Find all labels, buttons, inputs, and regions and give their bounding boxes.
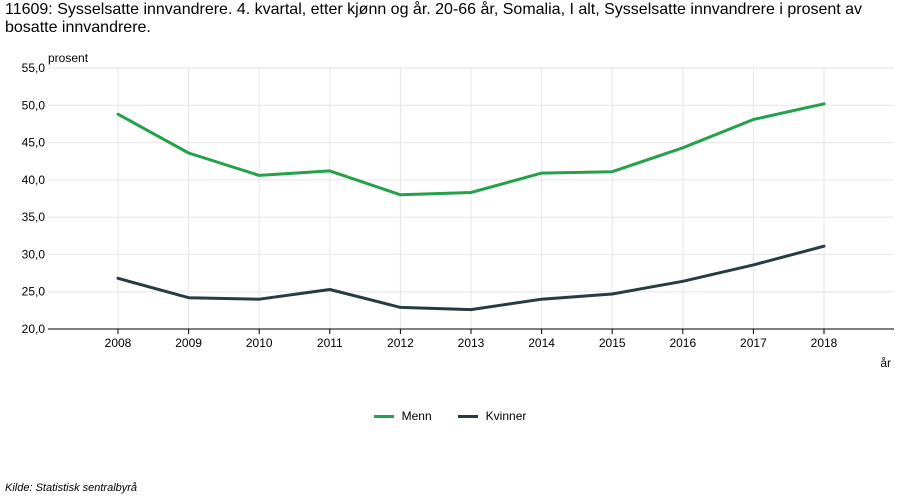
x-tick-label: 2010 bbox=[246, 336, 273, 350]
legend-label: Kvinner bbox=[485, 409, 527, 423]
y-tick-label: 35,0 bbox=[22, 210, 46, 224]
series-line-kvinner bbox=[116, 244, 826, 312]
line-chart: 20,0 25,0 30,0 35,0 40,0 45,0 50,0 55,0 2008 2009… bbox=[22, 51, 894, 370]
x-tick-label: 2014 bbox=[528, 336, 555, 350]
x-tick-label: 2011 bbox=[317, 336, 343, 350]
y-tick-label: 30,0 bbox=[22, 247, 46, 261]
x-tick-label: 2016 bbox=[669, 336, 696, 350]
y-axis-title: prosent bbox=[48, 51, 89, 65]
source-note: Kilde: Statistisk sentralbyrå bbox=[5, 482, 138, 494]
legend-item: Menn bbox=[373, 409, 432, 423]
y-tick-label: 40,0 bbox=[22, 173, 46, 187]
legend-item: Kvinner bbox=[457, 409, 527, 423]
legend-label: Menn bbox=[401, 409, 432, 423]
y-tick-label: 50,0 bbox=[22, 98, 46, 112]
y-tick-label: 45,0 bbox=[22, 136, 46, 150]
y-tick-label: 25,0 bbox=[22, 285, 46, 299]
x-tick-label: 2012 bbox=[387, 336, 414, 350]
y-tick-label: 55,0 bbox=[22, 61, 46, 75]
chart-title: 11609: Sysselsatte innvandrere. 4. kvart… bbox=[5, 1, 863, 36]
x-tick-label: 2015 bbox=[599, 336, 626, 350]
x-tick-label: 2009 bbox=[175, 336, 202, 350]
x-tick-label: 2018 bbox=[811, 336, 838, 350]
x-axis-title: år bbox=[880, 356, 891, 370]
x-tick-label: 2013 bbox=[458, 336, 485, 350]
series-line-menn bbox=[116, 102, 826, 197]
chart-legend: Menn Kvinner bbox=[0, 409, 900, 423]
y-tick-label: 20,0 bbox=[22, 322, 46, 336]
legend-swatch bbox=[373, 414, 394, 418]
x-tick-label: 2017 bbox=[740, 336, 767, 350]
legend-swatch bbox=[457, 414, 478, 418]
x-tick-label: 2008 bbox=[105, 336, 132, 350]
